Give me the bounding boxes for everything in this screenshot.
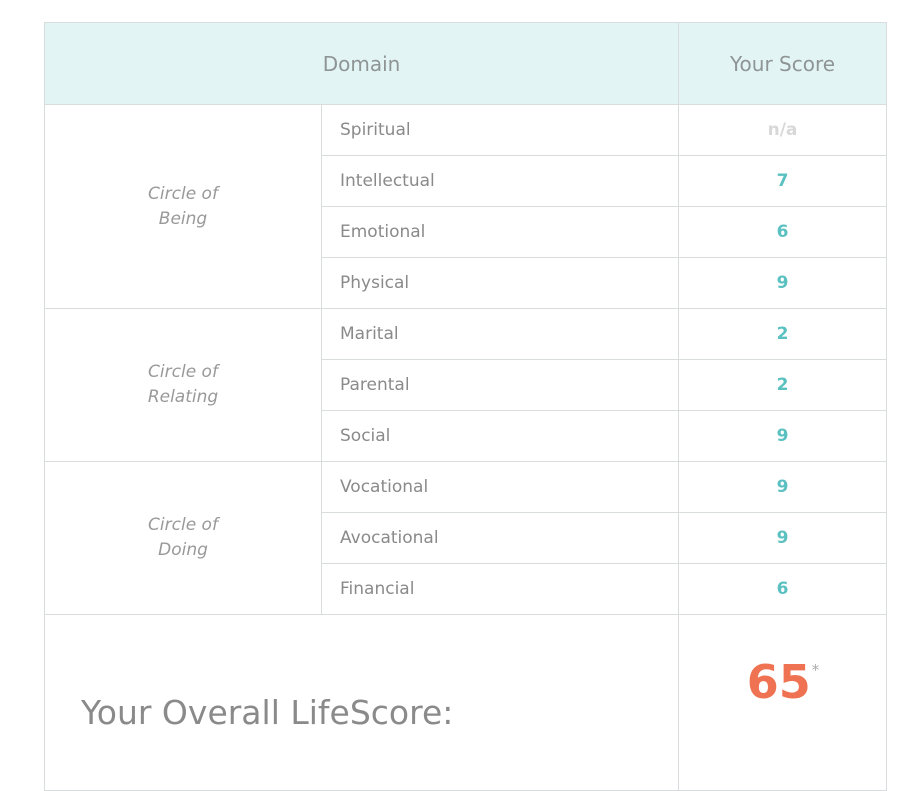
score-cell: 9 (678, 512, 888, 564)
domain-cell: Emotional (320, 206, 680, 258)
table-row: Physical 9 (45, 257, 888, 309)
domain-cell: Parental (320, 359, 680, 411)
table-row: Circle of Being Spiritual n/a (44, 104, 888, 309)
circle-label: Circle of Relating (44, 308, 322, 462)
footnote-mark: * (811, 661, 820, 679)
domain-cell: Marital (320, 308, 680, 360)
domain-cell: Vocational (320, 461, 680, 513)
table-row: Financial 6 (45, 563, 888, 615)
domain-header: Domain (43, 22, 680, 105)
score-cell: 6 (678, 563, 888, 615)
domain-cell: Spiritual (320, 104, 680, 156)
score-cell: 2 (678, 308, 888, 360)
lifescore-table: Domain Your Score Circle of Being Spiritua… (43, 22, 888, 791)
table-row: Social 9 (45, 410, 888, 462)
score-cell: 9 (678, 461, 888, 513)
score-cell: 7 (678, 155, 888, 207)
domain-cell: Physical (320, 257, 680, 309)
overall-score: 65 (746, 655, 811, 709)
score-header: Your Score (678, 22, 888, 105)
overall-row: Your Overall LifeScore: 65* (43, 614, 888, 791)
domain-cell: Social (320, 410, 680, 462)
table-row: Circle of Doing Vocational 9 (44, 461, 888, 615)
domain-cell: Avocational (320, 512, 680, 564)
score-cell: 9 (678, 410, 888, 462)
circle-label: Circle of Doing (44, 461, 322, 615)
domain-cell: Financial (320, 563, 680, 615)
score-cell: 2 (678, 359, 888, 411)
overall-label: Your Overall LifeScore: (43, 614, 680, 791)
domain-cell: Intellectual (320, 155, 680, 207)
table-row: Intellectual 7 (45, 155, 888, 207)
overall-score-cell: 65* (678, 614, 888, 791)
circle-label: Circle of Being (44, 104, 322, 309)
score-cell: 6 (678, 206, 888, 258)
score-cell: 9 (678, 257, 888, 309)
table-row: Circle of Relating Marital 2 (44, 308, 888, 462)
header-row: Domain Your Score (43, 22, 888, 105)
score-cell: n/a (678, 104, 888, 156)
